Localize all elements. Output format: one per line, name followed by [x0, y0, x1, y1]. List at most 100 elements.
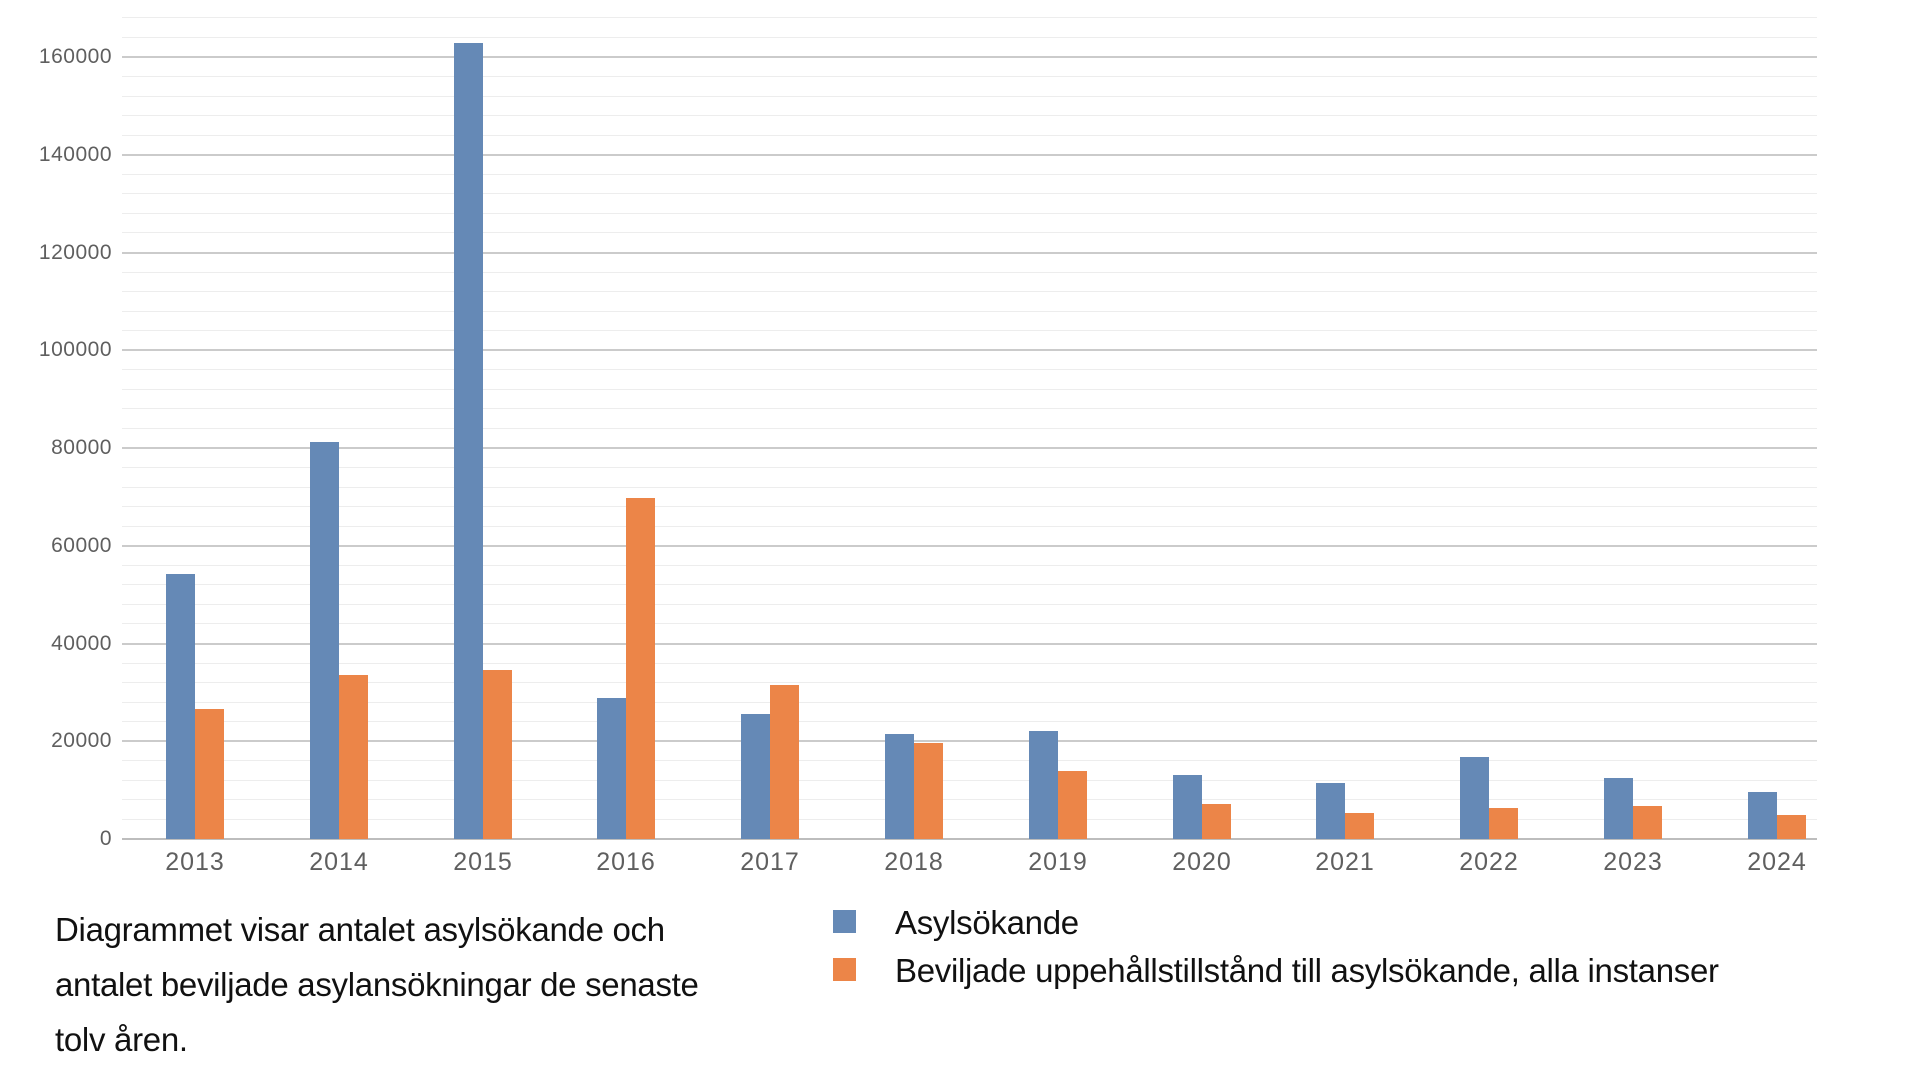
bar-2022-asylsokande: [1460, 757, 1489, 839]
x-tick-label: 2022: [1459, 848, 1519, 876]
gridline-minor: [122, 291, 1817, 293]
chart-caption: Diagrammet visar antalet asylsökande och…: [55, 902, 699, 1067]
legend-swatch-orange: [833, 958, 856, 981]
bar-2018-beviljade: [914, 743, 943, 839]
x-tick-label: 2013: [165, 848, 225, 876]
bar-2022-beviljade: [1489, 808, 1518, 839]
gridline-major: [122, 642, 1817, 645]
caption-line: Diagrammet visar antalet asylsökande och: [55, 911, 665, 948]
bar-2019-beviljade: [1058, 771, 1087, 839]
gridline-minor: [122, 564, 1817, 566]
bar-2024-asylsokande: [1748, 792, 1777, 839]
gridline-minor: [122, 212, 1817, 214]
legend-label: Asylsökande: [895, 904, 1079, 941]
bar-2024-beviljade: [1777, 815, 1806, 839]
bar-2021-asylsokande: [1316, 783, 1345, 839]
bar-2017-asylsokande: [741, 714, 770, 839]
gridline-minor: [122, 701, 1817, 703]
gridline-minor: [122, 662, 1817, 664]
bar-2016-beviljade: [626, 498, 655, 839]
bar-2019-asylsokande: [1029, 731, 1058, 839]
legend-item-beviljade: Beviljade uppehållstillstånd till asylsö…: [833, 954, 1719, 1002]
gridline-minor: [122, 173, 1817, 175]
bar-2014-asylsokande: [310, 442, 339, 839]
gridline-minor: [122, 369, 1817, 371]
bar-2021-beviljade: [1345, 813, 1374, 839]
bar-2013-asylsokande: [166, 574, 195, 839]
gridline-minor: [122, 682, 1817, 684]
gridline-minor: [122, 506, 1817, 508]
bar-2018-asylsokande: [885, 734, 914, 839]
gridline-minor: [122, 134, 1817, 136]
gridline-major: [122, 56, 1817, 58]
gridline-major: [122, 447, 1817, 449]
gridline-minor: [122, 427, 1817, 429]
legend-item-asylsokande: Asylsökande: [833, 906, 1719, 954]
gridline-minor: [122, 584, 1817, 586]
x-tick-label: 2024: [1747, 848, 1807, 876]
x-tick-label: 2020: [1172, 848, 1232, 876]
x-tick-label: 2018: [884, 848, 944, 876]
gridline-minor: [122, 408, 1817, 410]
gridline-minor: [122, 799, 1817, 801]
gridline-minor: [122, 486, 1817, 488]
gridline-minor: [122, 818, 1817, 820]
gridline-minor: [122, 330, 1817, 332]
gridline-minor: [122, 603, 1817, 605]
gridline-minor: [122, 779, 1817, 781]
gridline-major: [122, 740, 1817, 743]
gridline-minor: [122, 525, 1817, 527]
x-tick-label: 2017: [740, 848, 800, 876]
gridline-minor: [122, 193, 1817, 195]
y-tick-label: 140000: [38, 142, 112, 166]
y-tick-label: 120000: [38, 240, 112, 264]
x-tick-label: 2015: [453, 848, 513, 876]
gridline-minor: [122, 623, 1817, 625]
bar-2020-beviljade: [1202, 804, 1231, 839]
y-tick-label: 80000: [51, 436, 112, 459]
x-tick-label: 2019: [1028, 848, 1088, 876]
gridline-minor: [122, 115, 1817, 117]
bar-2023-asylsokande: [1604, 778, 1633, 839]
x-tick-label: 2014: [309, 848, 369, 876]
gridline-minor: [122, 76, 1817, 78]
gridline-minor: [122, 36, 1817, 38]
legend-label: Beviljade uppehållstillstånd till asylsö…: [895, 952, 1719, 989]
gridline-minor: [122, 17, 1817, 19]
gridline-minor: [122, 271, 1817, 273]
gridline-major: [122, 251, 1817, 254]
gridline-minor: [122, 388, 1817, 390]
x-tick-label: 2023: [1603, 848, 1663, 876]
y-tick-label: 40000: [51, 631, 112, 655]
y-tick-label: 0: [99, 827, 112, 850]
bar-2015-asylsokande: [454, 43, 483, 839]
gridline-major: [122, 544, 1817, 547]
caption-line: antalet beviljade asylansökningar de sen…: [55, 966, 699, 1003]
gridline-minor: [122, 467, 1817, 469]
caption-line: tolv åren.: [55, 1021, 188, 1058]
y-tick-label: 160000: [38, 45, 112, 68]
bar-2020-asylsokande: [1173, 775, 1202, 839]
bar-2015-beviljade: [483, 670, 512, 839]
bar-2016-asylsokande: [597, 698, 626, 839]
x-tick-label: 2016: [596, 848, 656, 876]
gridline-minor: [122, 721, 1817, 723]
gridline-major: [122, 153, 1817, 156]
x-tick-label: 2021: [1315, 848, 1375, 876]
gridline-minor: [122, 760, 1817, 762]
bar-2014-beviljade: [339, 675, 368, 839]
bar-2023-beviljade: [1633, 806, 1662, 839]
bar-2017-beviljade: [770, 685, 799, 839]
gridline-minor: [122, 310, 1817, 312]
gridline-major: [122, 349, 1817, 352]
y-tick-label: 60000: [51, 533, 112, 557]
x-axis-line: [122, 838, 1817, 840]
y-tick-label: 20000: [51, 729, 112, 753]
gridline-minor: [122, 232, 1817, 234]
chart-legend: Asylsökande Beviljade uppehållstillstånd…: [833, 906, 1719, 1002]
gridline-minor: [122, 95, 1817, 97]
legend-swatch-blue: [833, 910, 856, 933]
y-tick-label: 100000: [38, 338, 112, 362]
bar-2013-beviljade: [195, 709, 224, 839]
